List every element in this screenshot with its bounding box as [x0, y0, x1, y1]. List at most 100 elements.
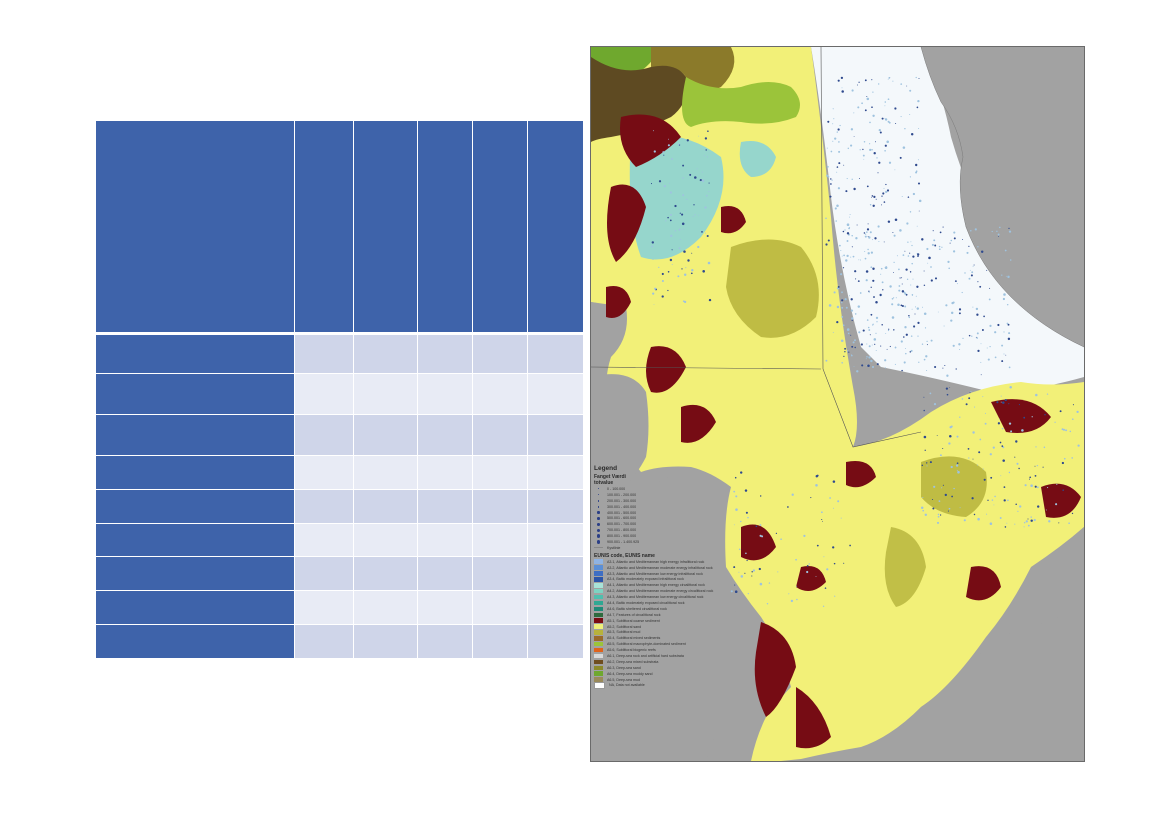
- value-dot-icon: [594, 493, 603, 498]
- fishing-point: [961, 291, 963, 294]
- fishing-point: [1027, 524, 1030, 527]
- fishing-point: [974, 228, 977, 231]
- legend-swatch: [594, 677, 603, 682]
- fishing-point: [699, 179, 702, 182]
- fishing-point: [840, 273, 843, 276]
- table-cell: [354, 374, 418, 415]
- fishing-point: [829, 497, 831, 499]
- fishing-point: [976, 337, 979, 339]
- fishing-point: [832, 123, 834, 125]
- fishing-point: [885, 183, 887, 186]
- fishing-point: [669, 191, 673, 194]
- fishing-point: [868, 329, 871, 331]
- fishing-point: [872, 267, 875, 270]
- fishing-point: [803, 534, 806, 538]
- fishing-point: [702, 270, 705, 273]
- fishing-point: [830, 150, 833, 153]
- fishing-point: [861, 102, 863, 105]
- fishing-point: [917, 321, 920, 324]
- fishing-point: [1043, 446, 1046, 449]
- fishing-point: [934, 244, 937, 247]
- fishing-point: [843, 562, 845, 564]
- fishing-point: [918, 210, 920, 212]
- fishing-point: [887, 98, 890, 101]
- fishing-point: [911, 244, 913, 247]
- fishing-point: [884, 101, 887, 103]
- fishing-point: [979, 285, 982, 288]
- table-row-label: [96, 591, 295, 625]
- fishing-point: [958, 312, 961, 315]
- fishing-point: [1054, 421, 1056, 423]
- fishing-point: [1008, 422, 1012, 425]
- green-habitat: [682, 77, 800, 127]
- fishing-point: [955, 368, 957, 370]
- fishing-point: [893, 329, 895, 331]
- fishing-point: [909, 271, 912, 273]
- table-header-cell: [354, 121, 418, 335]
- fishing-point: [1025, 520, 1028, 523]
- fishing-point: [888, 161, 892, 164]
- fishing-point: [875, 350, 877, 351]
- fishing-point: [837, 187, 841, 190]
- fishing-point: [880, 273, 882, 275]
- table-cell: [418, 335, 473, 374]
- table-cell: [418, 374, 473, 415]
- fishing-point: [990, 476, 993, 479]
- fishing-point: [837, 79, 840, 82]
- fishing-point: [845, 190, 848, 193]
- fishing-point: [902, 146, 906, 149]
- fishing-point: [941, 246, 943, 248]
- fishing-point: [944, 493, 947, 497]
- fishing-point: [674, 230, 677, 232]
- fishing-point: [788, 593, 790, 595]
- fishing-point: [1005, 354, 1007, 356]
- fishing-point: [972, 458, 974, 460]
- fishing-point: [1009, 386, 1012, 389]
- fishing-point: [992, 446, 995, 449]
- fishing-point: [1007, 337, 1011, 341]
- fishing-point: [972, 265, 974, 267]
- fishing-point: [980, 361, 982, 363]
- fishing-point: [930, 266, 932, 268]
- fishing-point: [815, 575, 817, 577]
- fishing-point: [894, 346, 897, 349]
- table-cell: [295, 524, 354, 557]
- fishing-point: [866, 96, 868, 97]
- fishing-point: [999, 418, 1000, 420]
- fishing-point: [933, 485, 936, 488]
- fishing-point: [910, 241, 912, 243]
- fishing-point: [999, 517, 1002, 519]
- fishing-point: [858, 81, 860, 83]
- fishing-point: [698, 135, 700, 137]
- legend-eunis-label: A3.1, Atlantic and Mediterranean high en…: [607, 559, 705, 564]
- fishing-point: [859, 259, 862, 261]
- fishing-point: [894, 363, 896, 365]
- fishing-point: [829, 195, 832, 198]
- fishing-point: [904, 127, 906, 130]
- fishing-point: [883, 201, 886, 203]
- fishing-point: [920, 506, 924, 509]
- fishing-point: [1027, 518, 1029, 520]
- fishing-point: [956, 435, 959, 438]
- legend-value-row: 300.001 - 400.000: [594, 504, 804, 510]
- fishing-point: [952, 301, 955, 304]
- fishing-point: [1045, 509, 1047, 511]
- fishing-point: [892, 297, 895, 299]
- fishing-point: [930, 279, 933, 282]
- fishing-point: [708, 298, 712, 302]
- fishing-point: [850, 298, 853, 301]
- fishing-point: [1014, 456, 1016, 458]
- legend-eunis-label: A4.6, Baltic sheltered circalittoral roc…: [607, 606, 667, 611]
- fishing-point: [988, 298, 991, 301]
- table-cell: [295, 490, 354, 524]
- fishing-point: [689, 173, 692, 176]
- fishing-point: [887, 329, 890, 332]
- fishing-point: [679, 239, 681, 241]
- fishing-point: [870, 286, 872, 288]
- fishing-point: [915, 171, 918, 174]
- sea-area: [811, 47, 1084, 392]
- coastline: [920, 47, 1084, 348]
- fishing-point: [906, 85, 908, 87]
- fishing-point: [891, 303, 894, 306]
- table-row-label: [96, 557, 295, 591]
